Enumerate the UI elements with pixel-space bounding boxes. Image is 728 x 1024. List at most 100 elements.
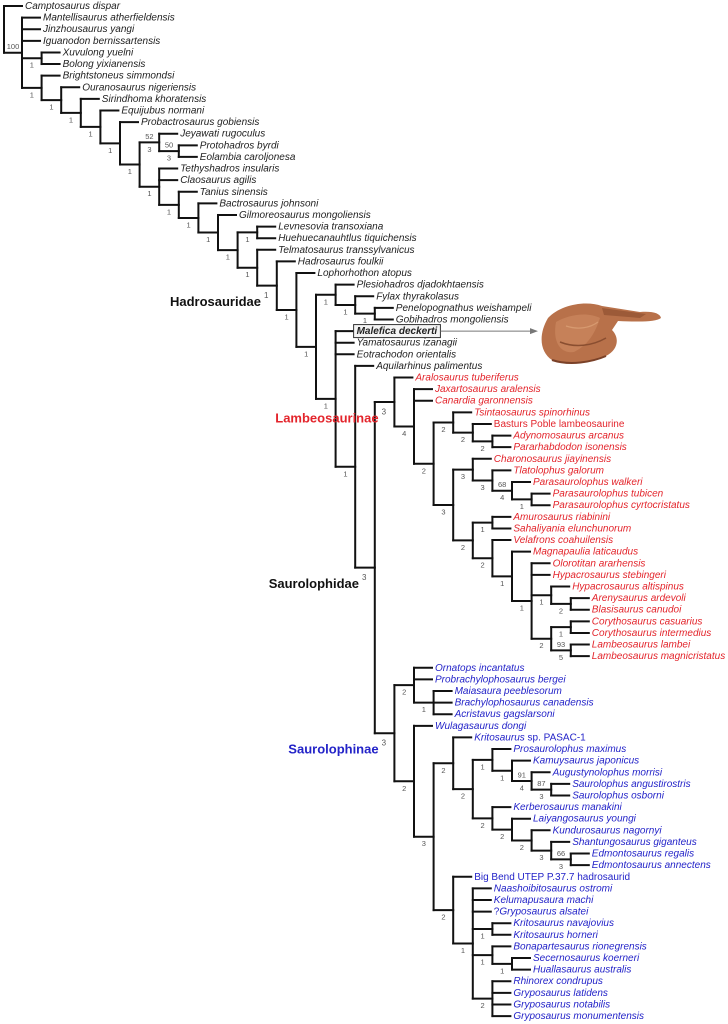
- tip-label-name: Saurolophus osborni: [572, 790, 665, 801]
- tip-label: Gryposaurus notabilis: [513, 999, 610, 1010]
- tip-label-name: Huallasaurus australis: [533, 964, 631, 975]
- tip-label: Secernosaurus koerneri: [533, 953, 640, 964]
- clade-support: 3: [362, 573, 367, 582]
- bremer-support: 3: [539, 853, 543, 862]
- bremer-support: 1: [461, 946, 465, 955]
- tip-label-name: Gobihadros mongoliensis: [396, 314, 509, 325]
- tip-label: Olorotitan ararhensis: [553, 558, 646, 569]
- bremer-support: 3: [441, 508, 445, 517]
- bremer-support: 1: [343, 307, 347, 316]
- tip-label: Bactrosaurus johnsoni: [219, 198, 319, 209]
- bremer-support: 2: [481, 821, 485, 830]
- tip-label: Eotrachodon orientalis: [357, 349, 457, 360]
- tip-label: Augustynolophus morrisi: [552, 767, 663, 778]
- clade-support: 3: [382, 407, 387, 416]
- tip-label: Huehuecanauhtlus tiquichensis: [278, 233, 416, 244]
- tip-label-name: Tethyshadros insularis: [180, 163, 279, 174]
- tip-label: Jaxartosaurus aralensis: [434, 384, 541, 395]
- tip-label-name: Probactrosaurus gobiensis: [141, 117, 259, 128]
- arrow-head-icon: [530, 328, 538, 335]
- tip-label: Plesiohadros djadokhtaensis: [357, 279, 484, 290]
- bremer-support: 1: [520, 604, 524, 613]
- bremer-support: 1: [147, 189, 151, 198]
- tip-label-name: Hypacrosaurus altispinus: [572, 581, 684, 592]
- tip-label-name: Aquilarhinus palimentus: [375, 360, 482, 371]
- bootstrap-value: 87: [537, 779, 545, 788]
- tip-label: Canardia garonnensis: [435, 395, 533, 406]
- bremer-support: 3: [461, 472, 465, 481]
- tip-label-name: Jeyawati rugoculus: [179, 128, 265, 139]
- bootstrap-value: 68: [498, 480, 506, 489]
- bremer-support: 1: [343, 469, 347, 478]
- tip-label: Kerberosaurus manakini: [513, 802, 622, 813]
- tip-label: Rhinorex condrupus: [513, 976, 603, 987]
- tip-label: Tlatolophus galorum: [513, 465, 604, 476]
- tip-label: Pararhabdodon isonensis: [513, 442, 626, 453]
- tip-label-name: Aralosaurus tuberiferus: [414, 372, 518, 383]
- tip-label: Prosaurolophus maximus: [513, 744, 626, 755]
- bremer-support: 1: [539, 598, 543, 607]
- tip-label-name: Kundurosaurus nagornyi: [553, 825, 663, 836]
- tip-label-name: Eotrachodon orientalis: [357, 349, 457, 360]
- bootstrap-value: 66: [557, 849, 565, 858]
- bremer-support: 4: [500, 493, 504, 502]
- tip-label-name: Brachylophosaurus canadensis: [455, 697, 594, 708]
- bremer-support: 1: [30, 90, 34, 99]
- bremer-support: 2: [441, 766, 445, 775]
- tip-label: Velafrons coahuilensis: [513, 535, 613, 546]
- tip-label: Equijubus normani: [121, 105, 205, 116]
- bremer-support: 2: [481, 444, 485, 453]
- tip-label: Big Bend UTEP P.37.7 hadrosaurid: [474, 871, 630, 882]
- tip-label: Kritosaurus sp. PASAC-1: [474, 732, 586, 743]
- tip-label-name: Lambeosaurus lambei: [592, 639, 691, 650]
- tip-label-name: Laiyangosaurus youngi: [533, 813, 637, 824]
- bootstrap-value: 93: [557, 640, 565, 649]
- tip-label-name: Velafrons coahuilensis: [513, 535, 613, 546]
- tip-label: Charonosaurus jiayinensis: [494, 453, 611, 464]
- tip-label: Blasisaurus canudoi: [592, 604, 682, 615]
- tip-label: Wulagasaurus dongi: [435, 720, 527, 731]
- bremer-support: 1: [422, 705, 426, 714]
- tip-label: Probrachylophosaurus bergei: [435, 674, 566, 685]
- tip-label: Laiyangosaurus youngi: [533, 813, 637, 824]
- bremer-support: 1: [481, 931, 485, 940]
- tip-label: Lambeosaurus magnicristatus: [592, 651, 725, 662]
- tip-label: Tanius sinensis: [200, 186, 268, 197]
- tip-label: Bonapartesaurus rionegrensis: [513, 941, 646, 952]
- tip-label-name: Acristavus gagslarsoni: [454, 709, 556, 720]
- highlighted-taxon-label: Malefica deckerti: [357, 326, 438, 337]
- bremer-support: 4: [520, 783, 524, 792]
- tip-label-name: Tanius sinensis: [200, 186, 268, 197]
- bremer-support: 2: [441, 425, 445, 434]
- tip-label-name: Adynomosaurus arcanus: [512, 430, 624, 441]
- tip-label-name: Fylax thyrakolasus: [376, 291, 459, 302]
- tip-label-name: Penelopognathus weishampeli: [396, 302, 532, 313]
- tip-label-name: Rhinorex condrupus: [513, 976, 603, 987]
- tip-label: Maiasaura peeblesorum: [455, 685, 562, 696]
- tip-label: Naashoibitosaurus ostromi: [494, 883, 613, 894]
- tip-label: Kundurosaurus nagornyi: [553, 825, 663, 836]
- tip-label-name: Parasaurolophus tubicen: [553, 488, 664, 499]
- tip-label: Kritosaurus horneri: [513, 929, 598, 940]
- tip-label-name: Arenysaurus ardevoli: [591, 593, 687, 604]
- tip-label-name: Lambeosaurus magnicristatus: [592, 651, 725, 662]
- tip-label: Arenysaurus ardevoli: [591, 593, 687, 604]
- tip-label-name: Ouranosaurus nigeriensis: [82, 82, 196, 93]
- tip-label-name: Bonapartesaurus rionegrensis: [513, 941, 646, 952]
- tip-label-name: Secernosaurus koerneri: [533, 953, 640, 964]
- bremer-support: 2: [520, 843, 524, 852]
- tip-label: Parasaurolophus walkeri: [533, 477, 643, 488]
- bremer-support: 3: [481, 483, 485, 492]
- tip-label-name: Parasaurolophus cyrtocristatus: [553, 500, 690, 511]
- tip-label-name: Malefica deckerti: [357, 326, 438, 337]
- tip-label-name: Naashoibitosaurus ostromi: [494, 883, 613, 894]
- tip-label-name: Jinzhousaurus yangi: [42, 24, 135, 35]
- tip-label: Eolambia caroljonesa: [200, 151, 296, 162]
- clade-label-saurolophidae: Saurolophidae: [269, 576, 359, 591]
- tip-label: Levnesovia transoxiana: [278, 221, 384, 232]
- tip-label-name: Sirindhoma khoratensis: [102, 93, 207, 104]
- bremer-support: 1: [500, 966, 504, 975]
